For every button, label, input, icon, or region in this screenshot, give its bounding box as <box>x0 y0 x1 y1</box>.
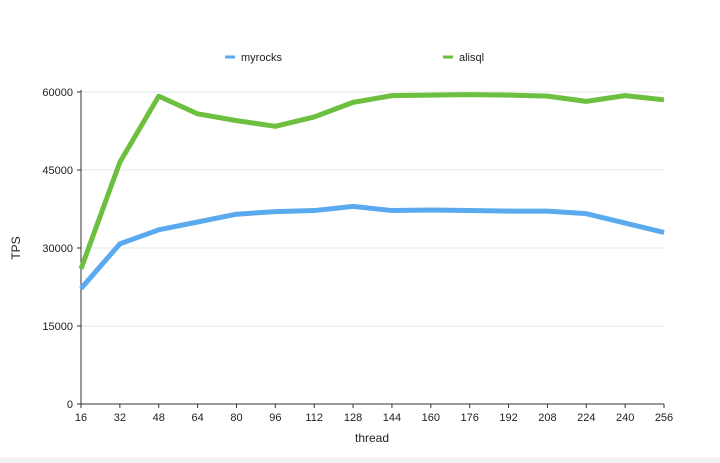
x-axis-label: thread <box>355 431 389 445</box>
legend: myrocks alisql <box>225 52 484 64</box>
legend-label-myrocks: myrocks <box>241 52 282 64</box>
y-tick-label: 45000 <box>42 165 73 177</box>
y-tick-label: 15000 <box>42 321 73 333</box>
legend-label-alisql: alisql <box>459 52 484 64</box>
x-tick-label: 80 <box>230 412 242 424</box>
x-tick-label: 112 <box>305 412 323 424</box>
x-tick-label: 48 <box>153 412 165 424</box>
x-tick-label: 144 <box>383 412 401 424</box>
bottom-strip <box>0 457 720 463</box>
x-tick-label: 160 <box>422 412 440 424</box>
y-tick-label: 0 <box>67 399 73 411</box>
series-line-myrocks <box>79 203 665 291</box>
series-lines <box>78 92 665 291</box>
grid-lines <box>81 91 664 327</box>
x-tick-label: 176 <box>460 412 478 424</box>
x-tick-label: 64 <box>191 412 203 424</box>
x-tick-label: 128 <box>344 412 362 424</box>
axes <box>77 90 665 408</box>
y-axis-label: TPS <box>9 236 23 259</box>
x-tick-label: 256 <box>655 412 673 424</box>
x-tick-labels: 16 32 48 64 80 96 112 128 144 160 176 192 208 224 240 2… <box>75 412 673 424</box>
series-line-alisql <box>78 92 665 270</box>
x-tick-label: 240 <box>616 412 634 424</box>
y-tick-label: 30000 <box>42 243 73 255</box>
x-tick-label: 96 <box>269 412 281 424</box>
x-tick-label: 16 <box>75 412 87 424</box>
x-tick-label: 224 <box>577 412 595 424</box>
y-tick-labels: 0 15000 30000 45000 60000 <box>42 87 73 411</box>
x-tick-label: 208 <box>538 412 556 424</box>
y-tick-label: 60000 <box>42 87 73 99</box>
x-tick-label: 32 <box>114 412 126 424</box>
x-tick-label: 192 <box>499 412 517 424</box>
